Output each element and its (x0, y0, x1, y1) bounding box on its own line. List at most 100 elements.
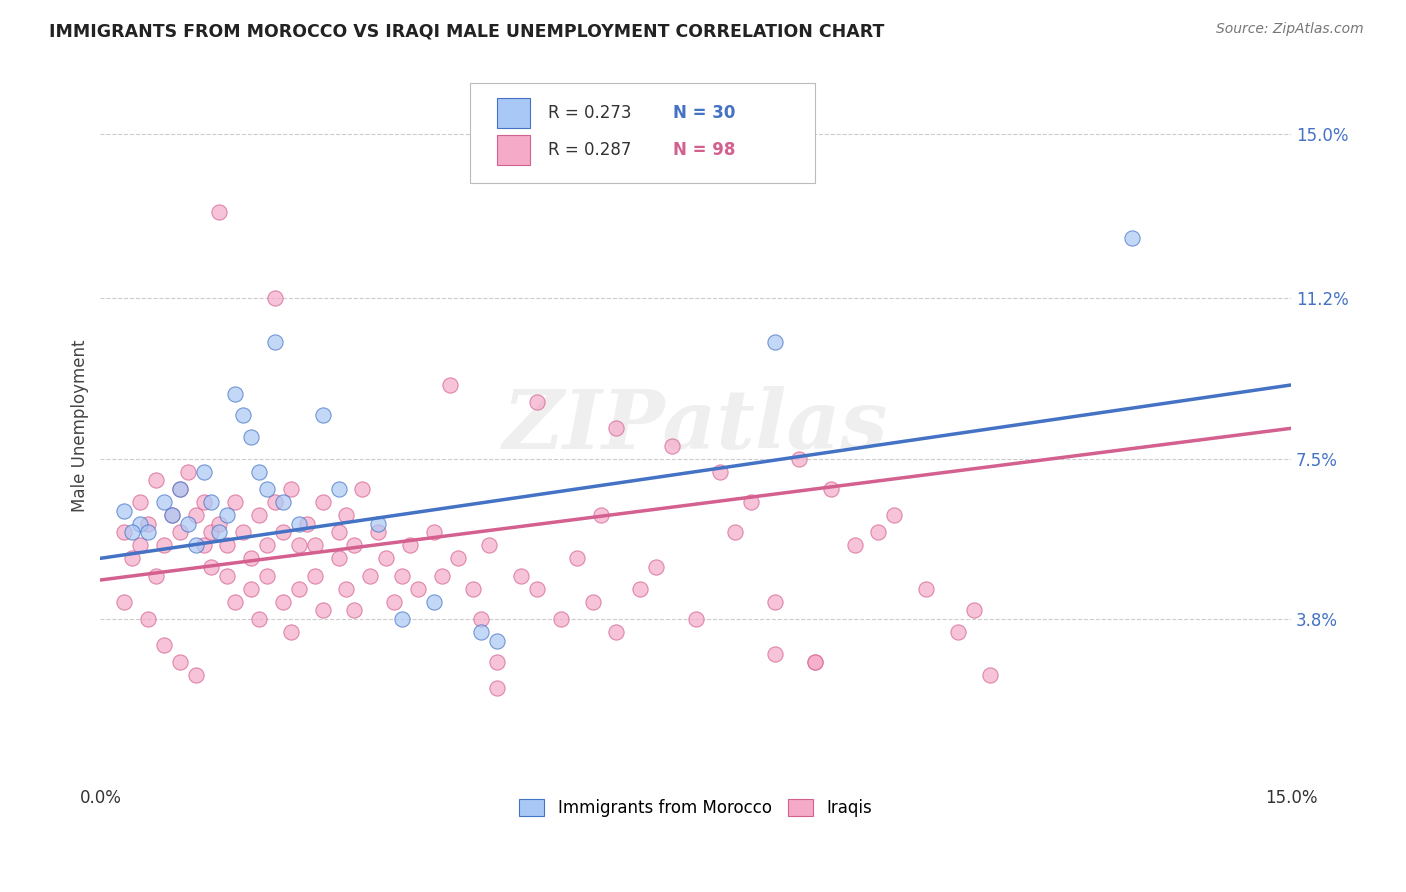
Point (176, 465, 198, 479)
Point (264, 334, 287, 349)
Text: Source: ZipAtlas.com: Source: ZipAtlas.com (1216, 22, 1364, 37)
Point (589, 508, 612, 522)
Point (271, 595, 294, 609)
Point (145, 568, 167, 582)
Text: R = 0.287: R = 0.287 (548, 141, 631, 159)
Point (979, 668, 1001, 682)
Point (224, 595, 246, 609)
Point (709, 465, 731, 479)
Point (463, 582, 485, 596)
Point (160, 508, 183, 522)
Point (311, 409, 333, 423)
Point (883, 508, 905, 522)
Point (304, 568, 326, 582)
Point (224, 386, 246, 401)
Point (804, 656, 827, 670)
Point (280, 482, 302, 496)
Point (661, 439, 683, 453)
Point (763, 334, 786, 349)
Point (160, 508, 183, 522)
FancyBboxPatch shape (470, 83, 815, 183)
Point (430, 568, 453, 582)
Text: N = 30: N = 30 (673, 103, 735, 122)
Point (391, 568, 413, 582)
Point (288, 538, 311, 552)
Point (423, 595, 446, 609)
Point (335, 508, 357, 522)
Point (763, 595, 786, 609)
Point (510, 568, 533, 582)
Point (486, 633, 509, 648)
Point (820, 482, 842, 496)
Point (328, 525, 350, 540)
Point (145, 473, 167, 487)
Point (112, 503, 135, 517)
Point (343, 538, 366, 552)
Point (169, 525, 191, 540)
Point (136, 516, 159, 531)
Point (121, 525, 143, 540)
Point (526, 395, 548, 409)
Point (240, 551, 263, 566)
Point (264, 291, 287, 305)
Point (256, 568, 278, 582)
Point (382, 595, 405, 609)
Point (217, 508, 239, 522)
Point (787, 451, 810, 466)
Point (367, 525, 389, 540)
Point (232, 525, 254, 540)
Point (232, 409, 254, 423)
Point (169, 482, 191, 496)
Point (217, 568, 239, 582)
Point (359, 568, 381, 582)
Point (375, 551, 398, 566)
Point (200, 560, 222, 574)
Point (200, 525, 222, 540)
Point (247, 508, 270, 522)
Point (367, 516, 389, 531)
Point (946, 625, 969, 640)
Point (193, 495, 215, 509)
Point (193, 538, 215, 552)
Point (193, 465, 215, 479)
Point (271, 495, 294, 509)
Point (724, 525, 747, 540)
Y-axis label: Male Unemployment: Male Unemployment (72, 340, 89, 512)
Point (121, 551, 143, 566)
Point (804, 656, 827, 670)
Point (550, 612, 572, 626)
Point (240, 430, 263, 444)
Point (304, 538, 326, 552)
Point (343, 603, 366, 617)
Point (352, 482, 374, 496)
Point (581, 595, 603, 609)
Point (565, 551, 588, 566)
Point (247, 465, 270, 479)
Point (645, 560, 668, 574)
Point (129, 538, 152, 552)
Bar (496, 135, 530, 165)
Point (399, 538, 422, 552)
Point (208, 516, 231, 531)
Point (224, 495, 246, 509)
Point (295, 516, 318, 531)
Point (176, 516, 198, 531)
Point (406, 582, 429, 596)
Point (446, 551, 468, 566)
Bar (496, 98, 530, 128)
Point (605, 421, 627, 435)
Point (153, 638, 176, 652)
Point (136, 525, 159, 540)
Point (486, 681, 509, 696)
Point (256, 482, 278, 496)
Point (1121, 230, 1143, 244)
Point (311, 603, 333, 617)
Point (844, 538, 866, 552)
Point (200, 495, 222, 509)
Point (129, 516, 152, 531)
Point (470, 612, 492, 626)
Point (112, 595, 135, 609)
Point (311, 495, 333, 509)
Point (915, 582, 938, 596)
Point (391, 612, 413, 626)
